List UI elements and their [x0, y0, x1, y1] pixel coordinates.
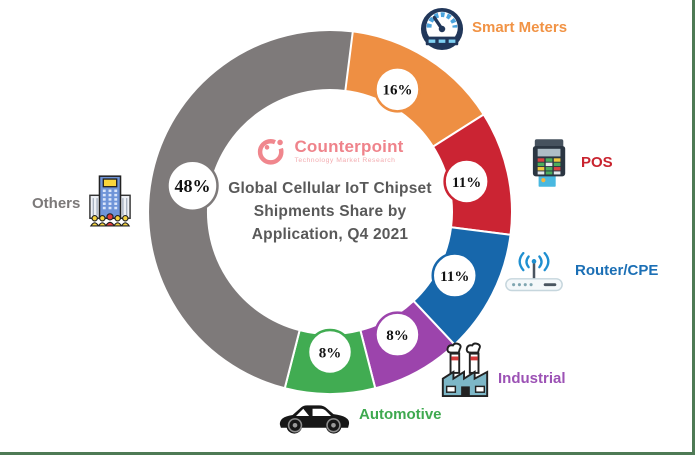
chart-title-line3: Application, Q4 2021 — [251, 226, 409, 243]
value-bubble-industrial — [374, 311, 421, 358]
chart-center: Counterpoint Technology Market Research … — [196, 134, 464, 246]
chart-title-line1: Global Cellular IoT Chipset — [228, 180, 432, 197]
value-label-automotive: 8% — [319, 345, 342, 361]
value-bubble-pos — [443, 158, 490, 205]
counterpoint-logo: Counterpoint Technology Market Research — [196, 134, 464, 168]
legend-label-pos: POS — [581, 154, 613, 171]
logo-name: Counterpoint — [294, 137, 404, 156]
logo-tagline: Technology Market Research — [294, 157, 396, 164]
value-label-industrial: 8% — [386, 328, 409, 344]
donut-segment-others — [147, 29, 354, 390]
legend-label-industrial: Industrial — [498, 370, 566, 387]
router-icon — [501, 251, 567, 294]
factory-icon — [438, 342, 492, 398]
chart-title: Global Cellular IoT Chipset Shipments Sh… — [196, 177, 464, 246]
legend-others: Others — [32, 174, 132, 230]
value-label-router-cpe: 11% — [440, 269, 469, 285]
legend-pos: POS — [531, 138, 613, 190]
value-bubble-automotive — [306, 328, 354, 376]
legend-label-automotive: Automotive — [359, 406, 442, 423]
value-label-smart-meters: 16% — [382, 83, 412, 99]
pos-terminal-icon — [531, 138, 569, 190]
legend-industrial: Industrial — [438, 342, 566, 398]
legend-label-smart-meters: Smart Meters — [472, 19, 568, 36]
building-icon — [88, 174, 132, 230]
legend-automotive: Automotive — [277, 400, 442, 434]
legend-router-cpe: Router/CPE — [501, 251, 659, 294]
legend-label-router-cpe: Router/CPE — [575, 262, 659, 279]
chart-title-line2: Shipments Share by — [253, 203, 407, 220]
car-icon — [277, 400, 351, 434]
counterpoint-logo-icon — [256, 134, 290, 168]
value-label-others: 48% — [174, 176, 210, 196]
value-bubble-router-cpe — [431, 252, 478, 299]
value-bubble-others — [166, 159, 219, 213]
gauge-icon — [420, 7, 464, 51]
legend-smart-meters: Smart Meters — [420, 7, 567, 51]
legend-label-others: Others — [32, 195, 81, 212]
value-label-pos: 11% — [452, 175, 481, 191]
value-bubble-smart-meters — [374, 66, 421, 113]
